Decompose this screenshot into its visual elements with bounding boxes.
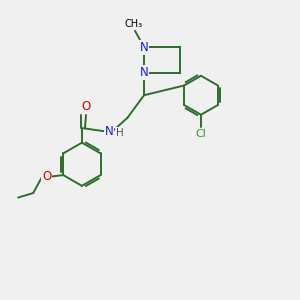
Text: O: O xyxy=(81,100,90,113)
Text: O: O xyxy=(42,170,51,183)
Text: N: N xyxy=(104,125,113,138)
Text: N: N xyxy=(140,41,148,54)
Text: CH₃: CH₃ xyxy=(124,19,142,29)
Text: Cl: Cl xyxy=(196,129,206,139)
Text: N: N xyxy=(140,66,148,79)
Text: H: H xyxy=(116,128,124,138)
